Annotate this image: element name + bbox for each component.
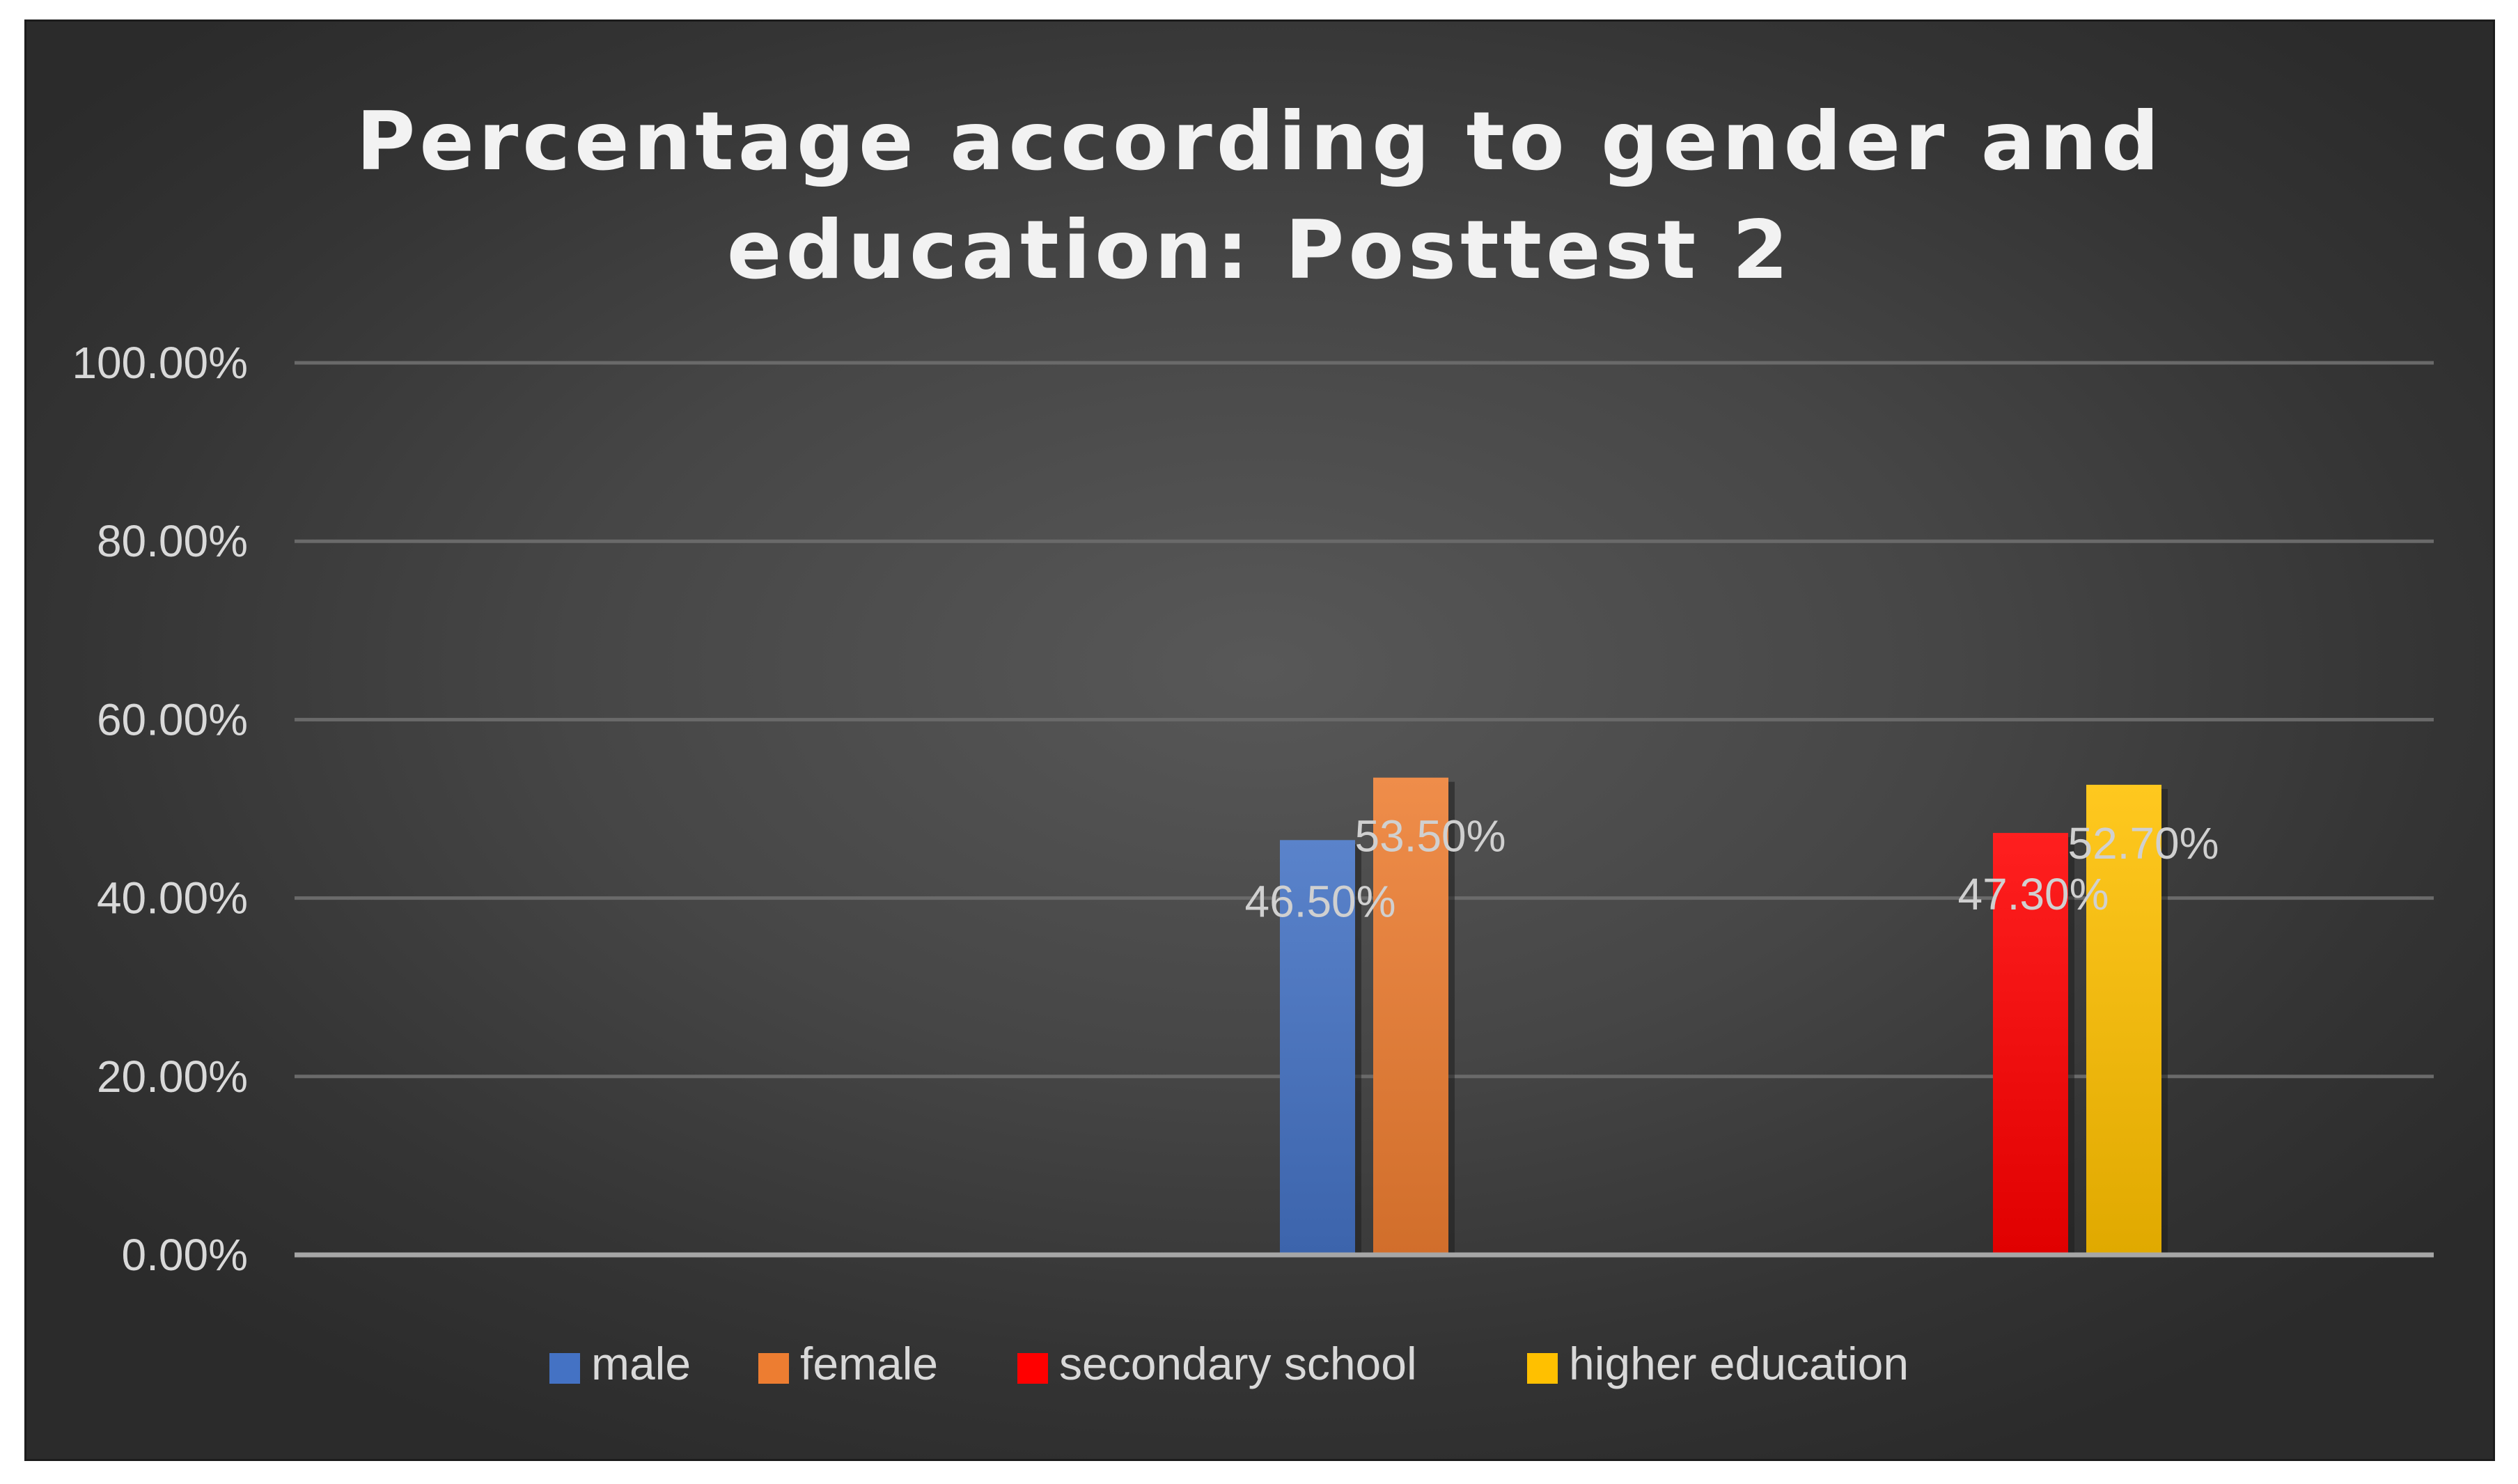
legend-label: secondary school	[1059, 1338, 1417, 1389]
legend: male female secondary school higher educati…	[549, 1338, 1909, 1389]
data-label: 46.50%	[1244, 876, 1395, 926]
chart-title-line-1: Percentage according to gender and	[356, 95, 2163, 189]
bar-higher-education	[2086, 784, 2161, 1255]
y-tick-label: 60.00%	[97, 694, 248, 744]
legend-label: higher education	[1569, 1338, 1909, 1389]
y-tick-label: 20.00%	[97, 1052, 248, 1102]
chart-title-line-2: education: Posttest 2	[727, 203, 1793, 297]
data-label: 52.70%	[2067, 818, 2219, 868]
legend-label: female	[800, 1338, 938, 1389]
y-tick-label: 100.00%	[72, 338, 248, 388]
y-tick-label: 0.00%	[122, 1230, 248, 1280]
legend-swatch	[549, 1353, 580, 1384]
bar-female	[1373, 777, 1448, 1255]
legend-item-higher-education: higher education	[1527, 1338, 1909, 1389]
y-tick-label: 80.00%	[97, 516, 248, 566]
legend-swatch	[758, 1353, 789, 1384]
data-label: 47.30%	[1957, 869, 2109, 919]
legend-item-male: male	[549, 1338, 691, 1389]
legend-label: male	[591, 1338, 691, 1389]
chart-title: Percentage according to gender and educa…	[356, 95, 2163, 297]
data-labels: 46.50% 53.50% 47.30%52.70%	[1244, 811, 2219, 927]
legend-swatch	[1017, 1353, 1048, 1384]
bar-male	[1280, 840, 1355, 1255]
legend-item-female: female	[758, 1338, 938, 1389]
gridlines	[295, 361, 2434, 1079]
y-tick-label: 40.00%	[97, 873, 248, 923]
bar-secondary-school	[1993, 833, 2068, 1255]
data-label: 53.50%	[1354, 811, 1506, 861]
chart-frame: Percentage according to gender and educa…	[24, 19, 2495, 1461]
bar-chart: Percentage according to gender and educa…	[72, 95, 2434, 1389]
bars	[1280, 777, 2168, 1255]
legend-swatch	[1527, 1353, 1558, 1384]
y-axis-tick-labels: 0.00% 20.00% 40.00% 60.00% 80.00% 100.00%	[72, 338, 248, 1280]
legend-item-secondary-school: secondary school	[1017, 1338, 1417, 1389]
